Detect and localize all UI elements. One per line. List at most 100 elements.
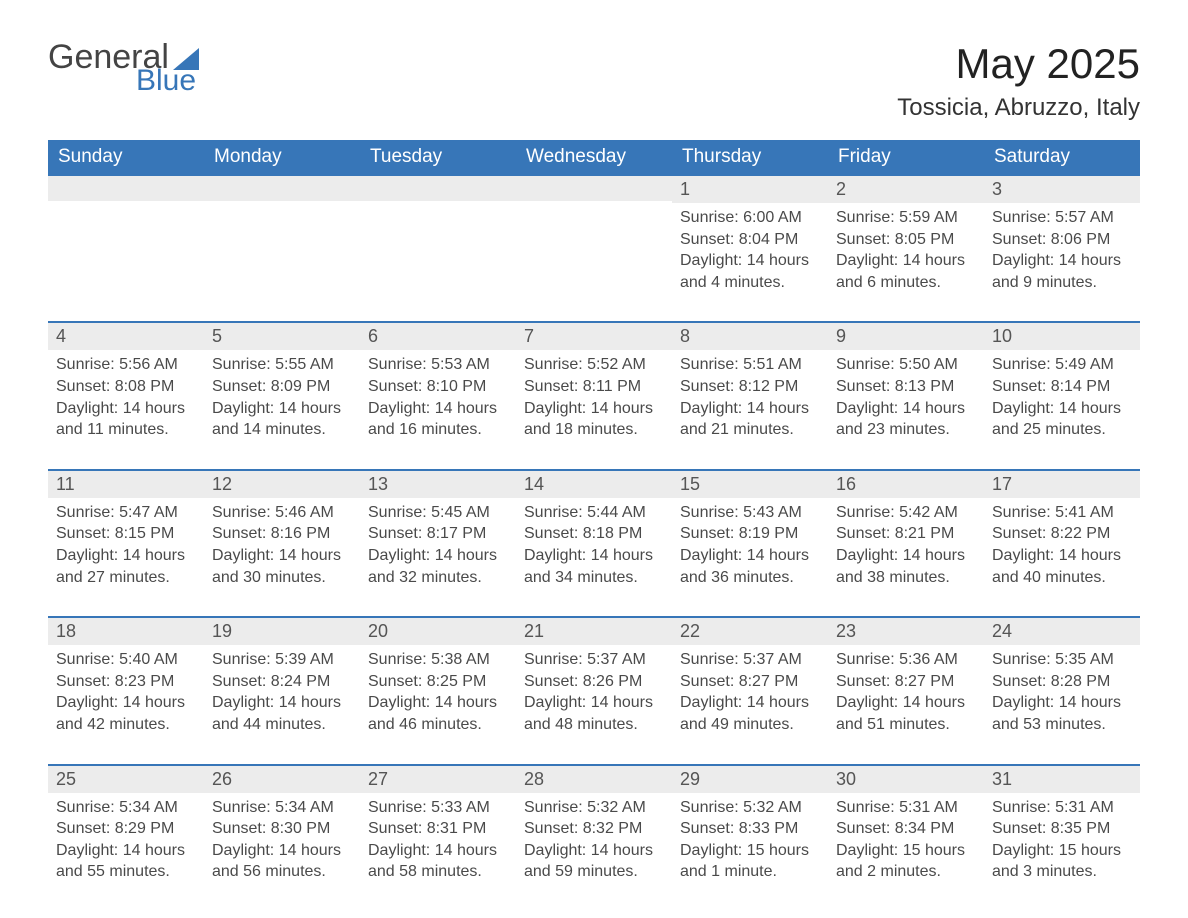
week-spacer [48, 293, 1140, 321]
day-detail-line: Sunrise: 5:47 AM [56, 502, 196, 524]
day-detail-line: Daylight: 15 hours [992, 840, 1132, 862]
day-detail-line: and 58 minutes. [368, 861, 508, 883]
calendar-empty-cell [48, 174, 204, 293]
day-detail-line: Daylight: 14 hours [836, 398, 976, 420]
day-detail-line: Sunrise: 5:53 AM [368, 354, 508, 376]
weekday-header: Thursday [672, 140, 828, 174]
logo: General Blue [48, 40, 199, 96]
day-number: 13 [360, 469, 516, 498]
day-detail-line: Daylight: 14 hours [836, 692, 976, 714]
day-detail-line: Sunrise: 5:37 AM [524, 649, 664, 671]
day-detail-line: and 14 minutes. [212, 419, 352, 441]
day-number: 17 [984, 469, 1140, 498]
month-title: May 2025 [897, 40, 1140, 88]
day-detail-line: and 48 minutes. [524, 714, 664, 736]
day-details: Sunrise: 5:43 AMSunset: 8:19 PMDaylight:… [672, 498, 828, 588]
day-detail-line: Sunrise: 5:41 AM [992, 502, 1132, 524]
calendar-day-cell: 6Sunrise: 5:53 AMSunset: 8:10 PMDaylight… [360, 321, 516, 440]
day-detail-line: Daylight: 14 hours [524, 545, 664, 567]
day-detail-line: Daylight: 14 hours [212, 545, 352, 567]
day-detail-line: and 16 minutes. [368, 419, 508, 441]
weekday-header: Sunday [48, 140, 204, 174]
day-details: Sunrise: 5:32 AMSunset: 8:32 PMDaylight:… [516, 793, 672, 883]
day-number: 28 [516, 764, 672, 793]
day-details: Sunrise: 5:46 AMSunset: 8:16 PMDaylight:… [204, 498, 360, 588]
calendar-day-cell: 3Sunrise: 5:57 AMSunset: 8:06 PMDaylight… [984, 174, 1140, 293]
day-detail-line: and 6 minutes. [836, 272, 976, 294]
day-details: Sunrise: 5:34 AMSunset: 8:29 PMDaylight:… [48, 793, 204, 883]
day-detail-line: Sunrise: 5:44 AM [524, 502, 664, 524]
day-detail-line: Daylight: 14 hours [368, 840, 508, 862]
day-detail-line: Sunrise: 5:34 AM [56, 797, 196, 819]
day-detail-line: Daylight: 14 hours [56, 545, 196, 567]
day-detail-line: Daylight: 14 hours [56, 840, 196, 862]
day-number: 27 [360, 764, 516, 793]
calendar-empty-cell [204, 174, 360, 293]
day-details: Sunrise: 6:00 AMSunset: 8:04 PMDaylight:… [672, 203, 828, 293]
day-details: Sunrise: 5:55 AMSunset: 8:09 PMDaylight:… [204, 350, 360, 440]
day-number: 3 [984, 174, 1140, 203]
empty-day-header [204, 174, 360, 201]
day-details: Sunrise: 5:44 AMSunset: 8:18 PMDaylight:… [516, 498, 672, 588]
day-details: Sunrise: 5:41 AMSunset: 8:22 PMDaylight:… [984, 498, 1140, 588]
calendar-day-cell: 18Sunrise: 5:40 AMSunset: 8:23 PMDayligh… [48, 616, 204, 735]
day-detail-line: and 32 minutes. [368, 567, 508, 589]
calendar-day-cell: 27Sunrise: 5:33 AMSunset: 8:31 PMDayligh… [360, 764, 516, 883]
day-number: 22 [672, 616, 828, 645]
day-detail-line: Sunset: 8:16 PM [212, 523, 352, 545]
day-details: Sunrise: 5:39 AMSunset: 8:24 PMDaylight:… [204, 645, 360, 735]
day-detail-line: and 21 minutes. [680, 419, 820, 441]
day-detail-line: Daylight: 14 hours [992, 250, 1132, 272]
week-spacer [48, 441, 1140, 469]
day-number: 23 [828, 616, 984, 645]
day-detail-line: Daylight: 14 hours [368, 398, 508, 420]
day-details: Sunrise: 5:57 AMSunset: 8:06 PMDaylight:… [984, 203, 1140, 293]
day-details: Sunrise: 5:59 AMSunset: 8:05 PMDaylight:… [828, 203, 984, 293]
day-number: 5 [204, 321, 360, 350]
day-detail-line: Sunrise: 5:32 AM [680, 797, 820, 819]
calendar-day-cell: 2Sunrise: 5:59 AMSunset: 8:05 PMDaylight… [828, 174, 984, 293]
day-details: Sunrise: 5:45 AMSunset: 8:17 PMDaylight:… [360, 498, 516, 588]
day-details: Sunrise: 5:38 AMSunset: 8:25 PMDaylight:… [360, 645, 516, 735]
day-detail-line: and 1 minute. [680, 861, 820, 883]
weekday-header: Monday [204, 140, 360, 174]
calendar-day-cell: 8Sunrise: 5:51 AMSunset: 8:12 PMDaylight… [672, 321, 828, 440]
calendar-week-row: 1Sunrise: 6:00 AMSunset: 8:04 PMDaylight… [48, 174, 1140, 293]
calendar-day-cell: 5Sunrise: 5:55 AMSunset: 8:09 PMDaylight… [204, 321, 360, 440]
day-detail-line: Sunrise: 6:00 AM [680, 207, 820, 229]
day-detail-line: Sunrise: 5:32 AM [524, 797, 664, 819]
logo-triangle-icon [173, 48, 199, 70]
day-number: 7 [516, 321, 672, 350]
day-detail-line: Sunset: 8:12 PM [680, 376, 820, 398]
day-number: 30 [828, 764, 984, 793]
day-detail-line: and 11 minutes. [56, 419, 196, 441]
day-detail-line: and 42 minutes. [56, 714, 196, 736]
calendar-header-row: SundayMondayTuesdayWednesdayThursdayFrid… [48, 140, 1140, 174]
day-detail-line: Daylight: 14 hours [212, 840, 352, 862]
day-detail-line: and 56 minutes. [212, 861, 352, 883]
day-detail-line: Daylight: 14 hours [680, 398, 820, 420]
calendar-day-cell: 29Sunrise: 5:32 AMSunset: 8:33 PMDayligh… [672, 764, 828, 883]
day-detail-line: Daylight: 14 hours [524, 840, 664, 862]
day-number: 29 [672, 764, 828, 793]
day-number: 9 [828, 321, 984, 350]
day-details: Sunrise: 5:47 AMSunset: 8:15 PMDaylight:… [48, 498, 204, 588]
calendar-week-row: 25Sunrise: 5:34 AMSunset: 8:29 PMDayligh… [48, 764, 1140, 883]
day-number: 19 [204, 616, 360, 645]
calendar-day-cell: 15Sunrise: 5:43 AMSunset: 8:19 PMDayligh… [672, 469, 828, 588]
day-detail-line: and 55 minutes. [56, 861, 196, 883]
weekday-header: Tuesday [360, 140, 516, 174]
calendar-day-cell: 31Sunrise: 5:31 AMSunset: 8:35 PMDayligh… [984, 764, 1140, 883]
day-detail-line: Daylight: 14 hours [368, 692, 508, 714]
day-detail-line: Sunrise: 5:45 AM [368, 502, 508, 524]
calendar-day-cell: 30Sunrise: 5:31 AMSunset: 8:34 PMDayligh… [828, 764, 984, 883]
header: General Blue May 2025 Tossicia, Abruzzo,… [48, 40, 1140, 122]
day-details: Sunrise: 5:36 AMSunset: 8:27 PMDaylight:… [828, 645, 984, 735]
day-number: 14 [516, 469, 672, 498]
day-detail-line: Sunset: 8:18 PM [524, 523, 664, 545]
day-details: Sunrise: 5:50 AMSunset: 8:13 PMDaylight:… [828, 350, 984, 440]
day-detail-line: Sunset: 8:25 PM [368, 671, 508, 693]
day-detail-line: Sunset: 8:17 PM [368, 523, 508, 545]
day-detail-line: Daylight: 15 hours [836, 840, 976, 862]
calendar-day-cell: 13Sunrise: 5:45 AMSunset: 8:17 PMDayligh… [360, 469, 516, 588]
